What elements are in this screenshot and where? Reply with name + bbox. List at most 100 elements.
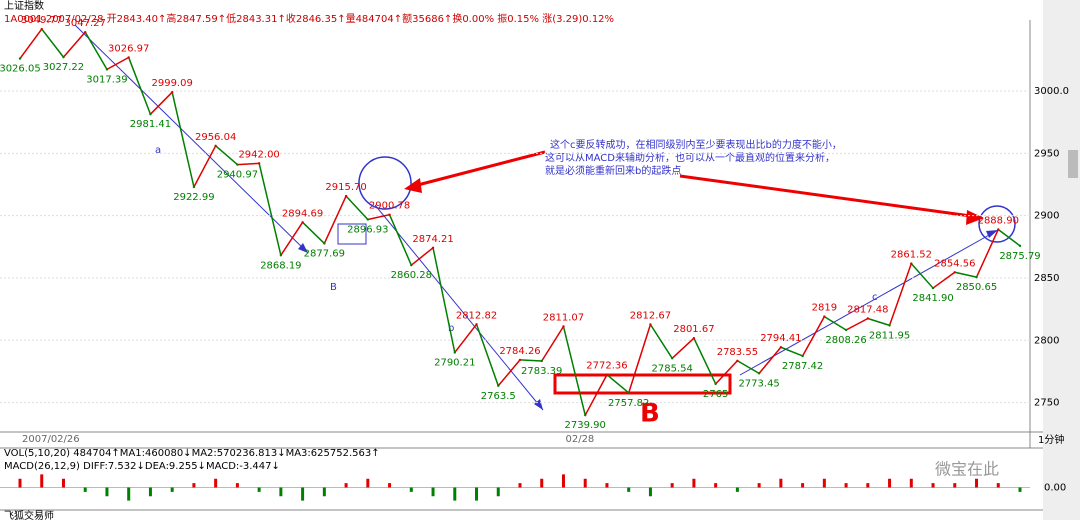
value-label: 2787.42: [782, 361, 823, 372]
price-segment: [454, 323, 478, 353]
range-box: [553, 373, 732, 395]
value-label: 3026.97: [108, 43, 149, 54]
y-tick-label: 2950: [1034, 148, 1059, 159]
pivot: [975, 275, 978, 279]
price-segment: [497, 359, 521, 387]
x-tick-label: 02/28: [565, 434, 594, 445]
wave-label: a: [155, 145, 161, 156]
price-segment: [758, 346, 782, 374]
price-segment: [715, 360, 738, 385]
pivot: [149, 113, 152, 116]
pivot: [62, 55, 65, 59]
value-label: 2868.19: [260, 260, 301, 271]
value-label: 2894.69: [282, 208, 323, 219]
value-label: 2808.26: [825, 335, 866, 346]
y-tick-label: 3000.0: [1034, 86, 1069, 97]
value-label: 2860.28: [391, 270, 432, 281]
price-segment: [910, 263, 934, 289]
value-label: 2784.26: [499, 346, 540, 357]
scroll-thumb[interactable]: [1068, 150, 1078, 178]
value-label: 2942.00: [238, 149, 279, 160]
trend-arrow: [374, 204, 544, 411]
price-segment: [323, 195, 347, 244]
value-label: 2763.5: [481, 391, 516, 402]
pivot: [714, 382, 717, 386]
value-label: 2819: [812, 303, 837, 314]
price-segment: [62, 31, 86, 58]
highlight-circle: [358, 156, 412, 210]
price-segment: [584, 374, 608, 416]
pivot: [649, 323, 652, 326]
value-label: 2999.09: [151, 78, 192, 89]
pivot: [866, 317, 870, 320]
pivot: [910, 262, 913, 265]
price-segment: [649, 324, 673, 359]
value-label: 3027.22: [43, 62, 84, 73]
value-label: 2773.45: [738, 378, 779, 389]
price-segment: [693, 337, 717, 385]
pivot: [627, 391, 630, 395]
value-label: 2877.69: [304, 248, 345, 259]
pivot: [953, 271, 956, 274]
pivot: [584, 413, 587, 417]
wave-label: B: [330, 282, 337, 293]
price-segment: [845, 317, 869, 331]
value-label: 2850.65: [956, 282, 997, 293]
highlight-circle: [978, 205, 1016, 243]
value-label: 2801.67: [673, 324, 714, 335]
value-label: 2896.93: [347, 224, 388, 235]
price-segment: [541, 326, 565, 362]
value-label: 2854.56: [934, 258, 975, 269]
pivot: [410, 263, 413, 267]
price-segment: [997, 228, 1021, 247]
arrow-head: [404, 178, 422, 193]
pivot: [997, 228, 1000, 231]
value-label: 2841.90: [912, 293, 953, 304]
price-segment: [671, 337, 695, 359]
value-label: 2888.90: [978, 215, 1019, 226]
value-label: 2811.07: [543, 312, 584, 323]
price-segment: [215, 145, 238, 166]
pivot: [823, 315, 826, 318]
price-segment: [932, 271, 956, 289]
footer: 飞狐交易师: [4, 509, 54, 522]
pivot: [453, 351, 456, 354]
note: 这可以从MACD来辅助分析，也可以从一个最直观的位置来分析，: [545, 151, 835, 164]
pivot: [214, 144, 217, 148]
scrollbar[interactable]: [1043, 0, 1080, 520]
trend-arrow: [739, 229, 999, 376]
note: 就是必须能重新回来b的起跌点: [545, 164, 681, 177]
value-label: 3026.05: [0, 64, 41, 75]
arrow-head: [966, 210, 984, 225]
big-label: B: [640, 399, 660, 429]
pivot: [801, 354, 804, 358]
value-label: 2772.36: [586, 361, 627, 372]
price-segment: [106, 56, 130, 71]
price-segment: [345, 195, 369, 220]
macd-legend: MACD(26,12,9) DIFF:7.532↓DEA:9.255↓MACD:…: [4, 461, 280, 472]
price-segment: [780, 346, 803, 357]
value-label: 2790.21: [434, 357, 475, 368]
watermark: 微宝在此: [935, 460, 999, 479]
price-segment: [237, 162, 260, 166]
value-label: 2817.48: [847, 304, 888, 315]
value-label: 2757.82: [608, 398, 649, 409]
price-segment: [258, 163, 282, 256]
note: 这个c要反转成功，在相同级别内至少要表现出比b的力度不能小，: [550, 138, 842, 151]
pivot: [692, 336, 696, 340]
pivot: [279, 254, 283, 257]
price-segment: [193, 145, 217, 188]
pivot: [105, 68, 109, 71]
pivot: [84, 30, 87, 34]
y-tick-label: 2750: [1034, 398, 1059, 409]
pivot: [257, 162, 261, 165]
value-label: 2900.78: [369, 201, 410, 212]
pivot: [844, 328, 848, 332]
value-label: 2915.70: [325, 182, 366, 193]
value-label: 3049.77: [21, 15, 62, 26]
price-segment: [171, 92, 195, 188]
value-label: 2861.52: [891, 250, 932, 261]
value-label: 2956.04: [195, 132, 236, 143]
value-label: 2783.55: [717, 347, 758, 358]
